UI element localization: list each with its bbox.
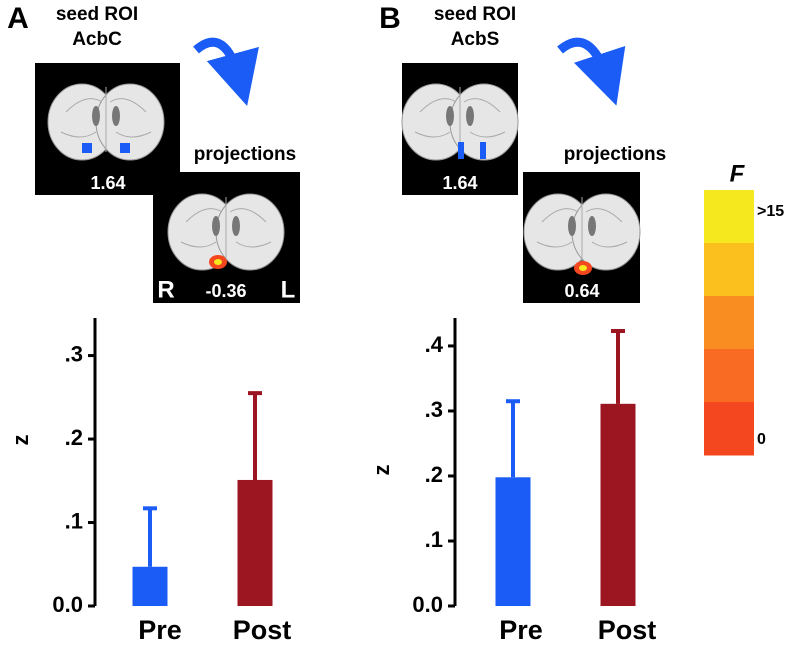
bar [132,566,168,606]
y-tick-label: .2 [65,425,83,450]
projection-image [523,172,641,303]
colorbar-block [704,243,754,297]
panel-letter: B [379,2,401,35]
colorbar-block [704,402,754,456]
slice-label: 1.64 [90,173,125,193]
side-label: L [281,276,296,303]
seed-image [401,63,519,195]
arrow [193,37,259,107]
x-tick-label: Post [598,615,657,645]
slice-label: 0.64 [564,281,599,301]
y-tick-label: .3 [65,341,83,366]
bar [237,479,273,606]
y-tick-label: 0.0 [412,592,443,617]
x-tick-label: Pre [138,615,182,645]
y-tick-label: .3 [425,397,443,422]
projection-title: projections [194,144,296,165]
projection-title: projections [564,144,666,165]
y-tick-label: 0.0 [52,592,83,617]
y-tick-label: .4 [425,332,444,357]
colorbar-label: 0 [757,431,766,448]
colorbar-label: >15 [757,203,784,220]
colorbar-block [704,349,754,403]
arrow [557,37,626,106]
y-tick-label: .1 [425,527,443,552]
panel-letter: A [7,2,29,35]
colorbar [704,190,754,456]
y-axis-label: z [369,465,394,476]
seed-title: seed ROI [56,4,138,25]
projection-image [153,172,300,303]
x-tick-label: Pre [499,615,543,645]
bar [600,403,636,606]
colorbar-block [704,190,754,244]
bar [495,477,531,606]
colorbar-title: F [730,160,746,187]
x-tick-label: Post [233,615,292,645]
side-label: R [157,276,174,303]
seed-name: AcbC [72,29,122,50]
y-tick-label: .1 [65,508,83,533]
y-tick-label: .2 [425,462,443,487]
seed-name: AcbS [451,29,500,50]
slice-label: -0.36 [205,281,246,301]
y-axis-label: z [8,435,33,446]
seed-title: seed ROI [434,4,516,25]
colorbar-block [704,296,754,350]
slice-label: 1.64 [442,173,477,193]
